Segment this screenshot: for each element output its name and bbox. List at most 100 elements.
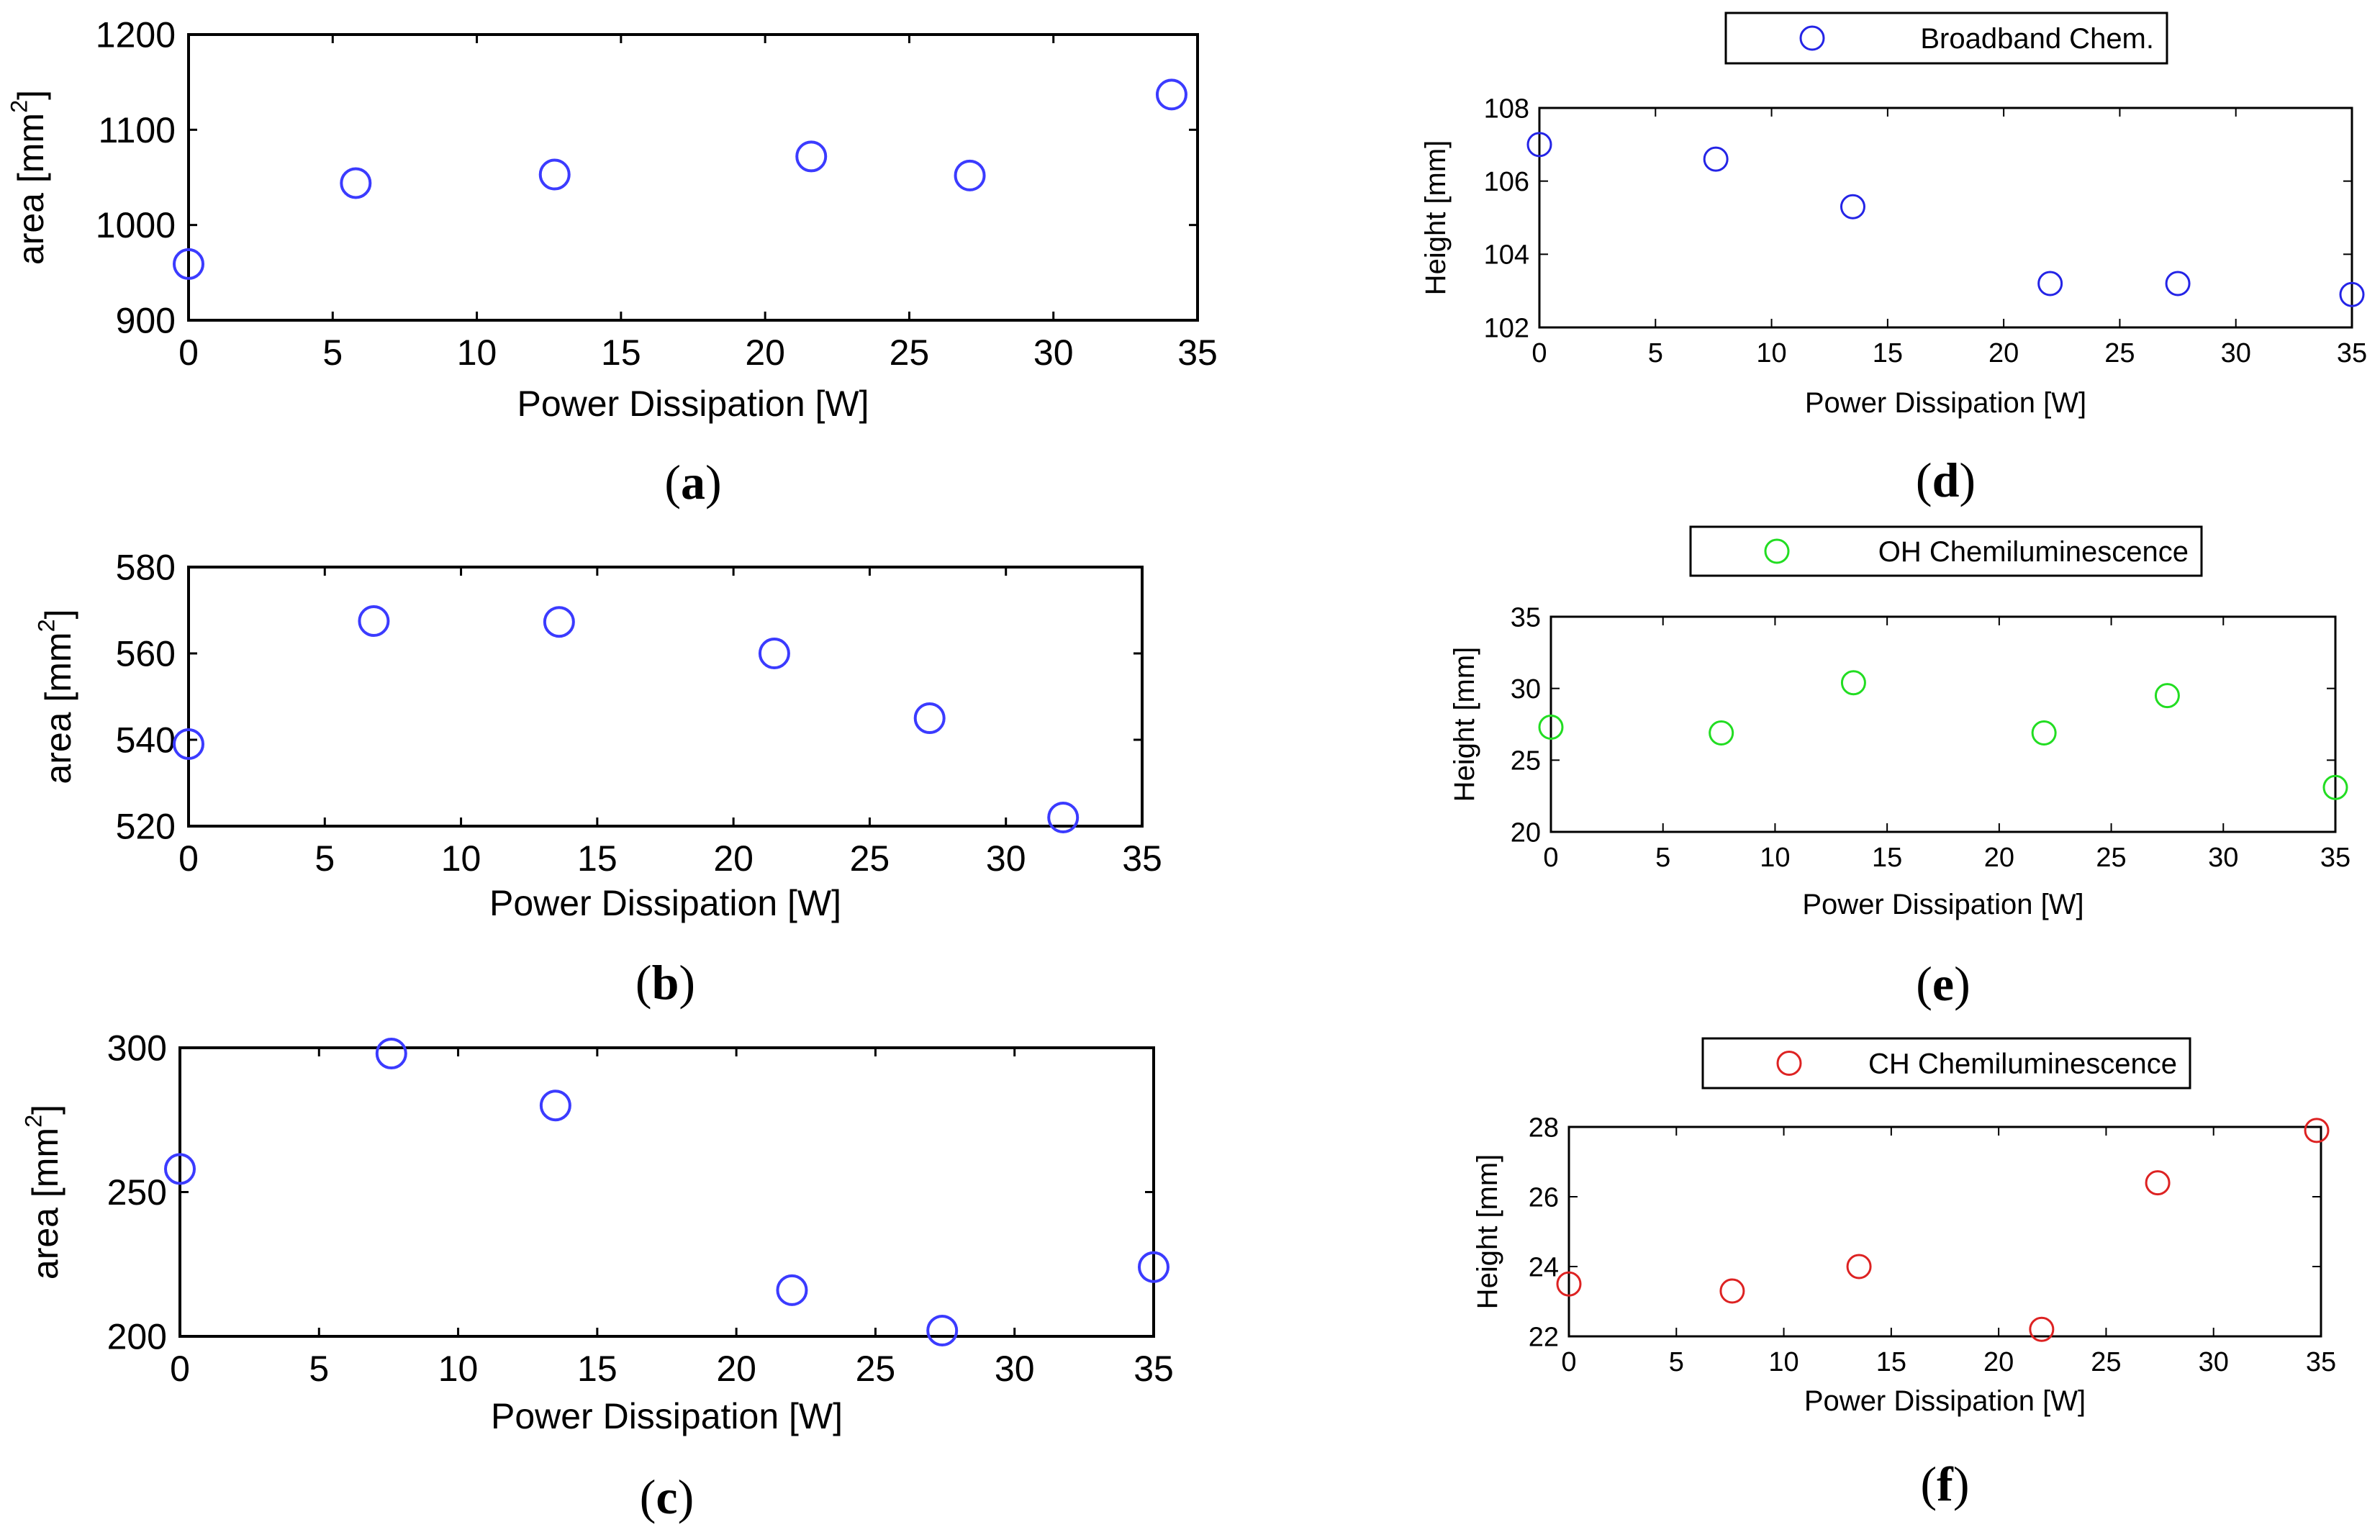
panel-a: 0 5 10 15 20 25 30 35 900 1000 1100 1200 Power Dissi… xyxy=(6,15,1218,510)
x-tick-label: 35 xyxy=(1134,1349,1174,1389)
y-axis-label-main: Height [mm] xyxy=(1420,140,1452,296)
panel-caption: (e) xyxy=(1916,956,1970,1011)
x-tick-label: 35 xyxy=(2306,1347,2336,1377)
x-tick-label: 30 xyxy=(1033,332,1074,373)
y-tick-label: 900 xyxy=(116,301,176,341)
y-axis-label-superscript: 2 xyxy=(6,100,32,113)
axes-box-b xyxy=(187,566,1144,828)
x-tick-label: 20 xyxy=(745,332,785,373)
caption-open-paren: ( xyxy=(1921,1457,1937,1511)
y-tick-label: 20 xyxy=(1511,817,1541,848)
x-tick-label: 0 xyxy=(1561,1347,1576,1377)
y-axis-label-end: ] xyxy=(11,90,51,100)
y-tick-label: 1100 xyxy=(98,110,176,150)
y-tick-label: 35 xyxy=(1511,602,1541,633)
y-tick-label: 106 xyxy=(1484,167,1529,197)
y-axis-label-end: ] xyxy=(38,609,78,619)
data-point xyxy=(1846,1254,1872,1279)
x-tick-label: 0 xyxy=(1531,338,1547,368)
data-point xyxy=(2165,271,2191,296)
data-point xyxy=(758,638,790,669)
panel-caption: (a) xyxy=(664,455,721,509)
x-tick-label: 30 xyxy=(2208,843,2238,873)
x-axis-label: Power Dissipation [W] xyxy=(517,384,869,424)
data-point xyxy=(164,1153,196,1185)
legend-label: OH Chemiluminescence xyxy=(1878,536,2189,568)
x-tick-label: 20 xyxy=(716,1349,756,1389)
x-tick-label: 10 xyxy=(1768,1347,1798,1377)
data-point xyxy=(173,248,204,280)
y-axis-label: Height [mm] xyxy=(1472,1154,1503,1310)
caption-close-paren: ) xyxy=(1953,1457,1970,1511)
y-tick-label: 250 xyxy=(107,1172,167,1213)
data-point xyxy=(1155,78,1187,111)
y-tick-label: 30 xyxy=(1511,674,1541,705)
caption-close-paren: ) xyxy=(679,955,695,1010)
data-point xyxy=(173,728,204,760)
y-axis-label-superscript: 2 xyxy=(21,1115,47,1128)
axes-box-e xyxy=(1549,615,2337,833)
y-tick-label: 540 xyxy=(116,720,176,761)
panel-e: 0 5 10 15 20 25 30 35 20 25 30 35 Power Dissipation … xyxy=(1449,525,2350,1011)
y-axis-label: Height [mm] xyxy=(1449,647,1480,802)
x-tick-label: 20 xyxy=(713,838,754,879)
x-tick-label: 15 xyxy=(1873,338,1903,368)
y-tick-label: 22 xyxy=(1529,1322,1559,1352)
data-point xyxy=(1840,194,1865,219)
y-tick-label: 300 xyxy=(107,1028,167,1069)
data-point xyxy=(2029,1316,2055,1342)
y-axis-label: Height [mm] xyxy=(1420,140,1452,296)
x-tick-label: 15 xyxy=(601,332,641,373)
data-point xyxy=(926,1314,959,1346)
x-tick-label: 25 xyxy=(856,1349,896,1389)
x-tick-label: 20 xyxy=(1988,338,2019,368)
data-point xyxy=(795,140,828,173)
x-tick-label: 15 xyxy=(1872,843,1902,873)
y-tick-label: 580 xyxy=(116,548,176,588)
x-tick-label: 30 xyxy=(986,838,1026,879)
caption-letter: f xyxy=(1937,1457,1954,1511)
y-tick-label: 104 xyxy=(1484,240,1529,271)
x-axis-label: Power Dissipation [W] xyxy=(489,883,841,923)
x-tick-label: 10 xyxy=(1756,338,1786,368)
y-tick-label: 1000 xyxy=(96,205,176,245)
data-point xyxy=(776,1274,808,1306)
caption-letter: a xyxy=(681,455,705,509)
caption-open-paren: ( xyxy=(1916,453,1932,507)
data-point xyxy=(1556,1271,1582,1297)
x-tick-label: 35 xyxy=(2337,338,2367,368)
caption-letter: b xyxy=(652,955,679,1010)
caption-close-paren: ) xyxy=(1959,453,1976,507)
x-tick-label: 10 xyxy=(1760,843,1790,873)
data-point xyxy=(2154,683,2180,709)
axes-box-f xyxy=(1567,1125,2322,1338)
axes-box-a xyxy=(187,33,1199,322)
legend-label: CH Chemiluminescence xyxy=(1868,1048,2177,1080)
data-point xyxy=(913,702,946,734)
x-tick-label: 25 xyxy=(2091,1347,2121,1377)
x-tick-label: 5 xyxy=(1655,843,1670,873)
x-tick-label: 15 xyxy=(577,838,617,879)
data-point xyxy=(375,1038,407,1070)
x-tick-label: 20 xyxy=(1984,843,2014,873)
data-point xyxy=(2304,1118,2330,1143)
caption-close-paren: ) xyxy=(678,1469,694,1524)
y-axis-label-end: ] xyxy=(25,1105,65,1115)
legend-marker xyxy=(1764,538,1790,564)
data-point xyxy=(358,605,390,637)
data-point xyxy=(539,1090,571,1122)
data-point xyxy=(1138,1251,1169,1283)
y-axis-label-main: Height [mm] xyxy=(1449,647,1480,802)
data-point xyxy=(2322,774,2348,800)
y-axis-label: area [mm2] xyxy=(34,609,79,784)
y-axis-label-main: Height [mm] xyxy=(1472,1154,1503,1310)
data-point xyxy=(2037,271,2063,296)
data-point xyxy=(1538,714,1564,740)
data-point xyxy=(1840,670,1866,696)
x-axis-label: Power Dissipation [W] xyxy=(1805,387,2086,419)
x-tick-label: 0 xyxy=(1543,843,1558,873)
y-tick-label: 25 xyxy=(1511,746,1541,776)
x-tick-label: 10 xyxy=(438,1349,479,1389)
x-tick-label: 25 xyxy=(2096,843,2126,873)
